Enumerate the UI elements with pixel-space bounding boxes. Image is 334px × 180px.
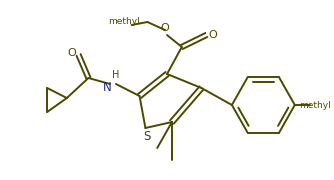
Text: methyl: methyl: [108, 17, 140, 26]
Text: H: H: [112, 70, 120, 80]
Text: S: S: [144, 129, 151, 143]
Text: O: O: [161, 23, 169, 33]
Text: O: O: [67, 48, 76, 58]
Text: O: O: [209, 30, 218, 40]
Text: N: N: [103, 80, 112, 93]
Text: methyl: methyl: [300, 100, 331, 109]
